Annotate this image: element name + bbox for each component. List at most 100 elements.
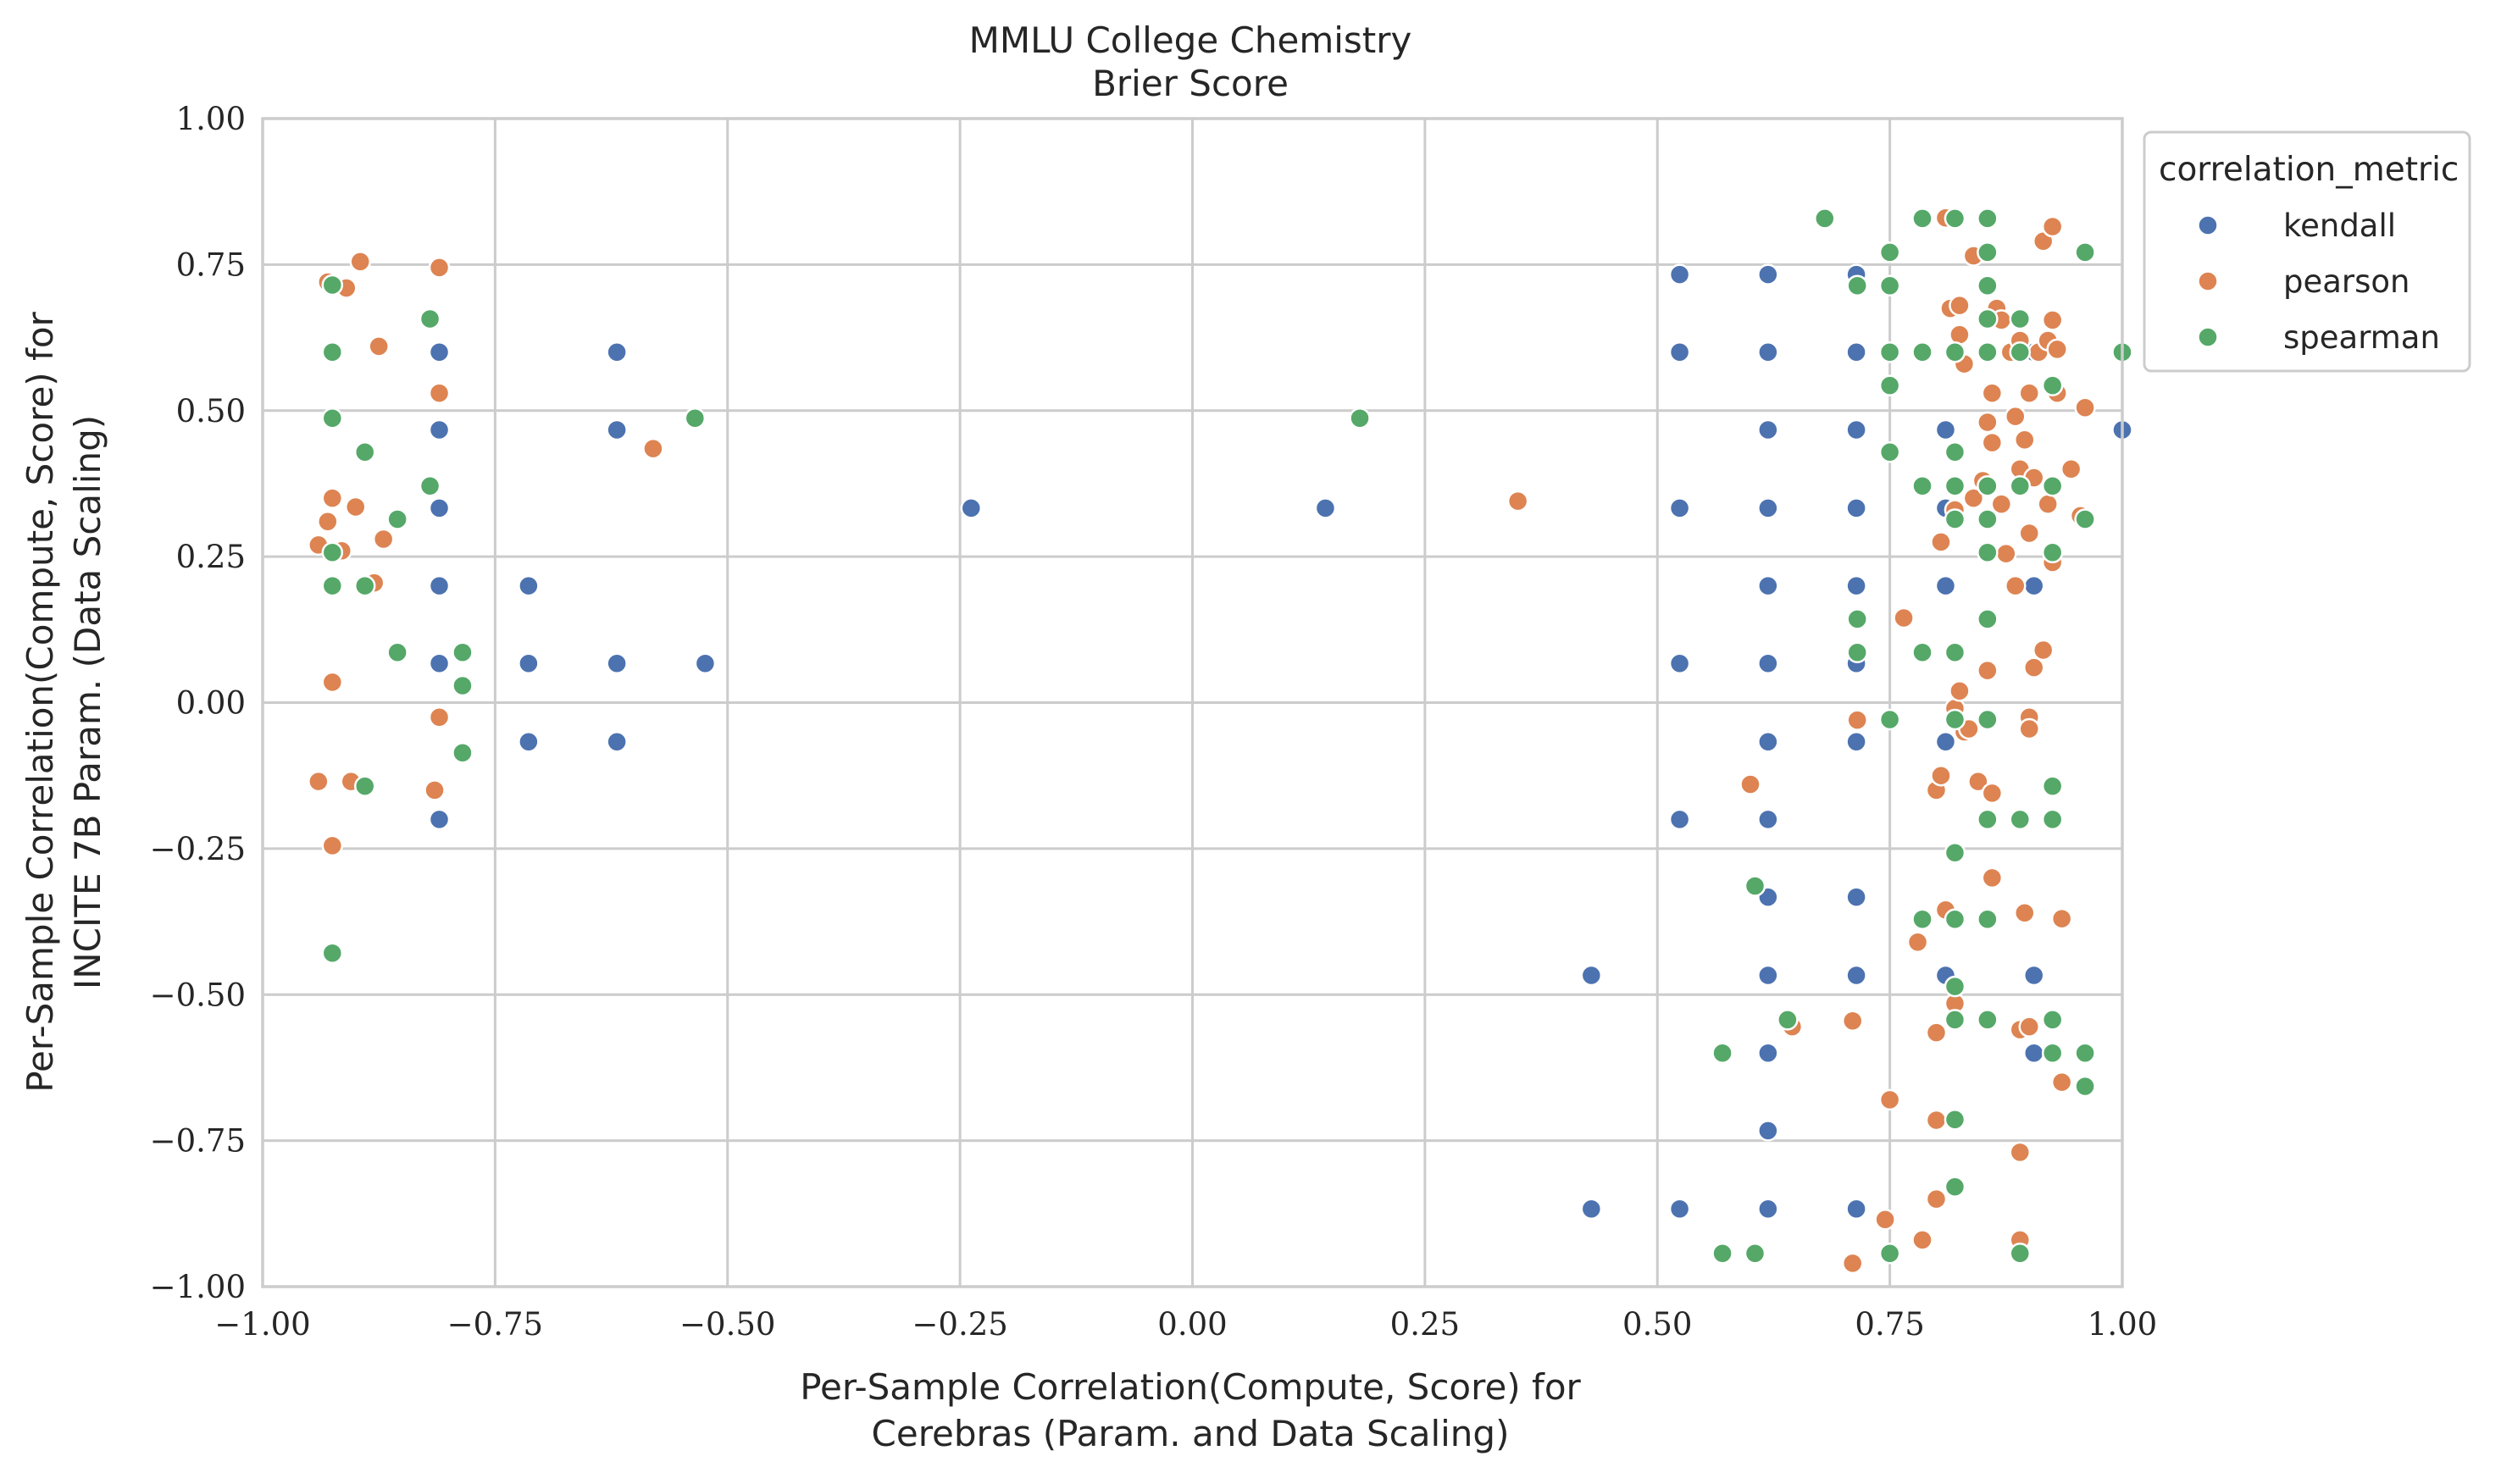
- point-pearson: [1981, 431, 2004, 454]
- point-spearman: [2041, 808, 2064, 831]
- point-kendall: [1668, 808, 1691, 831]
- point-kendall: [518, 652, 540, 675]
- point-spearman: [2009, 341, 2032, 363]
- y-tick-label: 0.25: [176, 539, 246, 575]
- point-spearman: [1977, 608, 1999, 630]
- point-spearman: [2009, 808, 2032, 831]
- y-tick-label: −0.75: [150, 1123, 246, 1160]
- point-pearson: [1925, 1022, 1948, 1044]
- point-kendall: [1757, 497, 1779, 519]
- point-spearman: [1944, 708, 1966, 731]
- point-kendall: [1934, 730, 1957, 753]
- point-pearson: [2032, 639, 2055, 662]
- point-pearson: [321, 834, 344, 857]
- point-pearson: [2074, 396, 2096, 419]
- point-spearman: [1911, 641, 1933, 663]
- point-kendall: [428, 808, 451, 831]
- point-pearson: [1739, 773, 1761, 795]
- point-spearman: [386, 641, 408, 663]
- point-pearson: [2005, 574, 2027, 597]
- point-kendall: [1757, 341, 1779, 363]
- point-kendall: [606, 418, 628, 441]
- point-kendall: [1934, 418, 1957, 441]
- point-spearman: [419, 307, 441, 330]
- point-spearman: [321, 274, 344, 296]
- point-spearman: [2074, 241, 2096, 263]
- point-pearson: [321, 671, 344, 694]
- x-tick-label: 0.25: [1390, 1306, 1460, 1343]
- point-spearman: [1944, 641, 1966, 663]
- point-kendall: [1845, 886, 1867, 908]
- point-kendall: [1757, 730, 1779, 753]
- point-pearson: [2041, 215, 2064, 238]
- point-kendall: [1757, 1120, 1779, 1142]
- point-pearson: [1949, 324, 1971, 346]
- point-pearson: [2018, 522, 2040, 545]
- point-pearson: [372, 528, 395, 551]
- point-kendall: [1845, 964, 1867, 987]
- point-kendall: [1845, 341, 1867, 363]
- point-spearman: [2009, 307, 2032, 330]
- y-tick-label: 0.50: [176, 393, 246, 429]
- point-pearson: [1977, 659, 1999, 682]
- point-kendall: [1580, 964, 1603, 987]
- point-pearson: [2018, 717, 2040, 740]
- x-tick-label: 0.75: [1855, 1306, 1924, 1343]
- point-kendall: [606, 730, 628, 753]
- point-pearson: [2018, 1016, 2040, 1038]
- point-pearson: [308, 770, 330, 793]
- point-pearson: [2009, 1141, 2032, 1164]
- legend-label-spearman: spearman: [2283, 319, 2440, 356]
- point-spearman: [2041, 374, 2064, 396]
- point-spearman: [1977, 241, 1999, 263]
- point-kendall: [1757, 964, 1779, 987]
- point-spearman: [2009, 474, 2032, 497]
- x-tick-label: 0.00: [1157, 1306, 1227, 1343]
- point-spearman: [2074, 1042, 2096, 1064]
- point-kendall: [1845, 418, 1867, 441]
- plot-frame: [261, 117, 2124, 1288]
- point-spearman: [1977, 508, 1999, 530]
- point-spearman: [1944, 975, 1966, 998]
- point-kendall: [606, 341, 628, 363]
- point-kendall: [1757, 418, 1779, 441]
- point-spearman: [1977, 307, 1999, 330]
- legend-marker-kendall: [2197, 214, 2219, 236]
- point-pearson: [1977, 411, 1999, 434]
- point-pearson: [1962, 487, 1985, 509]
- point-kendall: [694, 652, 717, 675]
- y-tick-label: 0.00: [176, 685, 246, 722]
- point-pearson: [321, 487, 344, 509]
- y-axis-label-line1: Per-Sample Correlation(Compute, Score) f…: [19, 311, 61, 1092]
- grid: [261, 117, 2124, 1288]
- legend-marker-spearman: [2197, 326, 2219, 348]
- point-spearman: [321, 341, 344, 363]
- point-pearson: [1874, 1208, 1896, 1231]
- legend-title: correlation_metric: [2159, 151, 2459, 189]
- point-pearson: [1981, 867, 2004, 889]
- point-kendall: [428, 341, 451, 363]
- point-kendall: [1845, 1198, 1867, 1221]
- point-spearman: [1744, 1242, 1766, 1265]
- y-tick-label: −0.25: [150, 831, 246, 867]
- point-kendall: [2022, 1042, 2045, 1064]
- point-pearson: [428, 257, 451, 279]
- point-pearson: [1506, 490, 1529, 512]
- point-spearman: [1911, 908, 1933, 931]
- point-pearson: [2014, 429, 2036, 451]
- point-spearman: [2041, 1009, 2064, 1031]
- point-spearman: [684, 407, 707, 429]
- point-pearson: [368, 335, 390, 357]
- point-pearson: [349, 251, 371, 273]
- x-tick-label: 1.00: [2088, 1306, 2157, 1343]
- y-tick-label: 0.75: [176, 246, 246, 283]
- point-spearman: [321, 541, 344, 564]
- point-kendall: [960, 497, 983, 519]
- point-pearson: [428, 706, 451, 728]
- y-tick-label: −0.50: [150, 977, 246, 1013]
- point-pearson: [1967, 770, 1989, 793]
- point-spearman: [1878, 440, 1901, 463]
- point-spearman: [2009, 1242, 2032, 1265]
- point-pearson: [1841, 1010, 1864, 1033]
- point-pearson: [1949, 294, 1971, 317]
